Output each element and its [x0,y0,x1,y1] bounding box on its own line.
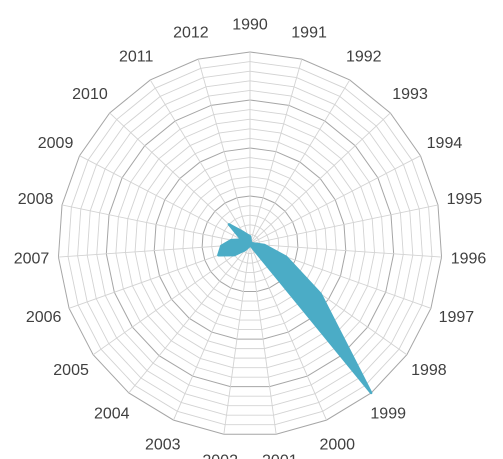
grid-spoke [249,243,442,258]
grid-spoke [149,79,251,245]
grid-ring [57,51,443,435]
category-label-1999: 1999 [370,405,406,422]
grid-spoke [249,243,327,421]
grid-ring [220,214,280,273]
grid-ring [153,147,347,340]
grid-ring [182,176,318,312]
category-label-1990: 1990 [232,17,268,34]
category-label-2009: 2009 [38,135,74,152]
grid-spoke [249,79,351,245]
category-label-1998: 1998 [411,362,447,379]
grid-ring [134,128,366,359]
category-labels: 1990 1991 1992 1993 1994 1995 1996 1997 1998 1999… [14,17,487,459]
grid-spoke [79,155,251,245]
grid-spoke [249,204,439,245]
grid-ring [115,109,385,378]
grid-spoke [249,243,277,435]
category-label-1997: 1997 [439,309,475,326]
grid-spoke [249,155,421,245]
grid-spoke [249,112,391,245]
grid-ring [201,195,299,293]
category-label-2012: 2012 [173,25,209,42]
grid-ring [211,205,289,283]
category-label-2001: 2001 [262,452,298,459]
grid-ring [105,99,395,388]
grid-spoke [92,243,251,356]
category-label-1996: 1996 [451,250,487,267]
series-area-0 [217,223,373,395]
grid-spoke [197,58,251,245]
category-label-2004: 2004 [94,405,130,422]
grid-ring [144,137,356,350]
grid-ring [77,70,423,416]
category-label-1994: 1994 [427,135,463,152]
grid-ring [163,157,337,331]
grid-ring [86,80,414,407]
category-label-2003: 2003 [145,436,181,453]
category-label-2000: 2000 [319,436,355,453]
grid-spoke [61,204,251,245]
grid-spoke [128,243,251,394]
category-label-2008: 2008 [18,191,54,208]
grid-ring [172,166,328,321]
category-label-2005: 2005 [53,362,89,379]
grid-spoke [58,243,251,258]
grid-ring [192,185,308,302]
category-label-2006: 2006 [26,309,62,326]
category-label-2010: 2010 [72,86,108,103]
grid-spoke [223,243,251,435]
grid-spoke [109,112,251,245]
grid-ring [96,89,404,397]
category-label-1991: 1991 [291,25,327,42]
category-label-1992: 1992 [346,48,382,65]
radar-grid [57,51,443,435]
grid-spoke [249,58,303,245]
grid-ring [125,118,375,369]
grid-spoke [173,243,251,421]
category-label-1995: 1995 [447,191,483,208]
category-label-2002: 2002 [202,452,238,459]
category-label-2007: 2007 [14,250,50,267]
radar-series [217,223,373,395]
category-label-1993: 1993 [392,86,428,103]
grid-ring [67,61,433,426]
grid-ring [230,224,270,264]
category-label-2011: 2011 [119,48,154,65]
